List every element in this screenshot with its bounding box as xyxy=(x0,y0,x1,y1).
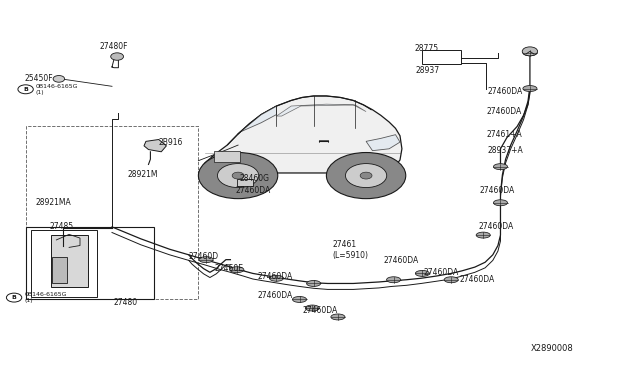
Ellipse shape xyxy=(444,277,458,283)
Ellipse shape xyxy=(269,275,284,281)
Ellipse shape xyxy=(305,305,319,311)
Circle shape xyxy=(522,47,538,56)
Text: B: B xyxy=(23,87,28,92)
Circle shape xyxy=(18,85,33,94)
Circle shape xyxy=(111,53,124,60)
Bar xyxy=(31,230,97,297)
Circle shape xyxy=(232,172,244,179)
Text: 27460D: 27460D xyxy=(189,252,219,261)
Bar xyxy=(422,50,461,64)
Text: 27460DA: 27460DA xyxy=(236,186,271,195)
Ellipse shape xyxy=(292,296,307,302)
Text: 27460DA: 27460DA xyxy=(258,291,293,300)
Ellipse shape xyxy=(493,200,508,206)
Text: 0B146-6165G
(1): 0B146-6165G (1) xyxy=(36,84,78,95)
Text: 0B146-6165G
(1): 0B146-6165G (1) xyxy=(24,292,67,303)
Polygon shape xyxy=(198,96,402,176)
Ellipse shape xyxy=(387,277,401,283)
Polygon shape xyxy=(144,140,166,152)
Ellipse shape xyxy=(230,267,244,273)
Ellipse shape xyxy=(415,270,429,276)
Circle shape xyxy=(346,164,387,187)
Bar xyxy=(237,179,253,186)
Text: 27460DA: 27460DA xyxy=(486,107,522,116)
Text: 2B916: 2B916 xyxy=(159,138,183,147)
Text: 27461
(L=5910): 27461 (L=5910) xyxy=(333,240,369,260)
Text: 27460E: 27460E xyxy=(214,264,243,273)
Ellipse shape xyxy=(493,164,508,170)
Circle shape xyxy=(326,153,406,199)
Polygon shape xyxy=(276,104,366,116)
Text: B: B xyxy=(12,295,17,300)
Text: X2890008: X2890008 xyxy=(531,344,574,353)
Circle shape xyxy=(53,76,65,82)
Circle shape xyxy=(6,293,22,302)
Text: 28921M: 28921M xyxy=(128,170,159,179)
Ellipse shape xyxy=(331,314,345,320)
Ellipse shape xyxy=(307,280,321,286)
Text: 27460DA: 27460DA xyxy=(384,256,419,265)
Text: 27485: 27485 xyxy=(50,222,74,231)
Text: 28775: 28775 xyxy=(415,44,439,53)
Text: 27460DA: 27460DA xyxy=(488,87,523,96)
Text: 27460DA: 27460DA xyxy=(257,272,292,280)
Text: 27480: 27480 xyxy=(114,298,138,307)
Ellipse shape xyxy=(476,232,490,238)
Text: 27461+A: 27461+A xyxy=(486,130,522,139)
Bar xyxy=(26,227,154,299)
Ellipse shape xyxy=(199,257,213,263)
Bar xyxy=(214,151,240,162)
Text: 28937: 28937 xyxy=(416,66,440,75)
Polygon shape xyxy=(366,135,400,151)
Circle shape xyxy=(218,164,259,187)
Circle shape xyxy=(360,172,372,179)
Polygon shape xyxy=(51,235,88,287)
Polygon shape xyxy=(52,257,67,283)
Text: 27460DA: 27460DA xyxy=(424,268,459,277)
Text: 25450F: 25450F xyxy=(24,74,53,83)
Ellipse shape xyxy=(523,86,537,92)
Text: 28937+A: 28937+A xyxy=(488,146,524,155)
Text: 27460DA: 27460DA xyxy=(460,275,495,284)
Text: 28460G: 28460G xyxy=(240,174,270,183)
Text: 27480F: 27480F xyxy=(99,42,128,51)
Ellipse shape xyxy=(523,50,537,56)
Text: 28921MA: 28921MA xyxy=(35,198,71,207)
Polygon shape xyxy=(227,106,276,145)
Text: 27460DA: 27460DA xyxy=(480,186,515,195)
Circle shape xyxy=(198,153,278,199)
Text: 27460DA: 27460DA xyxy=(479,222,514,231)
Text: 27460DA: 27460DA xyxy=(302,306,337,315)
